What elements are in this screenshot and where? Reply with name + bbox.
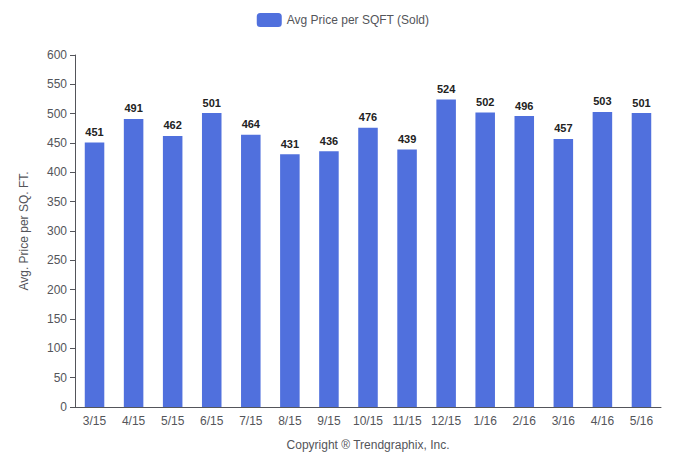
svg-text:300: 300 bbox=[47, 224, 67, 238]
svg-text:436: 436 bbox=[320, 135, 338, 147]
svg-text:250: 250 bbox=[47, 253, 67, 267]
svg-text:3/15: 3/15 bbox=[83, 414, 107, 428]
svg-text:100: 100 bbox=[47, 341, 67, 355]
svg-text:150: 150 bbox=[47, 312, 67, 326]
svg-text:524: 524 bbox=[437, 83, 456, 95]
svg-text:Avg. Price per SQ. FT.: Avg. Price per SQ. FT. bbox=[17, 171, 31, 290]
svg-text:491: 491 bbox=[124, 102, 142, 114]
svg-text:0: 0 bbox=[60, 400, 67, 414]
svg-text:5/15: 5/15 bbox=[161, 414, 185, 428]
svg-text:4/15: 4/15 bbox=[122, 414, 146, 428]
svg-text:Avg Price per SQFT (Sold): Avg Price per SQFT (Sold) bbox=[287, 13, 429, 27]
svg-text:10/15: 10/15 bbox=[353, 414, 383, 428]
svg-text:439: 439 bbox=[398, 133, 416, 145]
svg-text:500: 500 bbox=[47, 107, 67, 121]
svg-text:50: 50 bbox=[54, 371, 68, 385]
svg-text:501: 501 bbox=[203, 97, 221, 109]
svg-text:501: 501 bbox=[632, 97, 650, 109]
svg-text:6/15: 6/15 bbox=[200, 414, 224, 428]
svg-text:451: 451 bbox=[85, 126, 103, 138]
svg-text:5/16: 5/16 bbox=[630, 414, 654, 428]
svg-text:462: 462 bbox=[163, 119, 181, 131]
svg-text:8/15: 8/15 bbox=[278, 414, 302, 428]
svg-text:450: 450 bbox=[47, 136, 67, 150]
svg-text:Copyright ® Trendgraphix, Inc.: Copyright ® Trendgraphix, Inc. bbox=[287, 438, 450, 452]
svg-text:464: 464 bbox=[242, 118, 261, 130]
svg-text:503: 503 bbox=[593, 95, 611, 107]
svg-text:600: 600 bbox=[47, 48, 67, 62]
svg-text:12/15: 12/15 bbox=[431, 414, 461, 428]
svg-text:476: 476 bbox=[359, 111, 377, 123]
svg-text:9/15: 9/15 bbox=[317, 414, 341, 428]
svg-text:550: 550 bbox=[47, 77, 67, 91]
svg-text:431: 431 bbox=[281, 138, 299, 150]
svg-text:4/16: 4/16 bbox=[591, 414, 615, 428]
svg-text:3/16: 3/16 bbox=[552, 414, 576, 428]
svg-text:11/15: 11/15 bbox=[392, 414, 421, 428]
svg-text:496: 496 bbox=[515, 100, 533, 112]
svg-text:200: 200 bbox=[47, 283, 67, 297]
svg-text:7/15: 7/15 bbox=[239, 414, 263, 428]
svg-text:502: 502 bbox=[476, 96, 494, 108]
svg-text:1/16: 1/16 bbox=[474, 414, 498, 428]
svg-text:457: 457 bbox=[554, 122, 572, 134]
svg-text:400: 400 bbox=[47, 165, 67, 179]
svg-text:2/16: 2/16 bbox=[513, 414, 537, 428]
svg-text:350: 350 bbox=[47, 195, 67, 209]
